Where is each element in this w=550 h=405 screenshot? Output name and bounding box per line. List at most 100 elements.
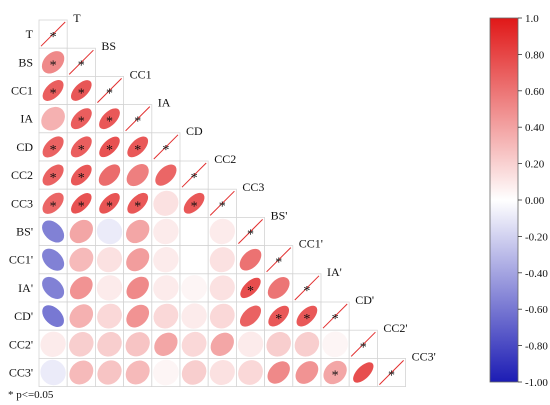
correlation-ellipse xyxy=(71,193,92,214)
significance-star: * xyxy=(134,199,141,214)
significance-star: * xyxy=(78,143,85,158)
significance-star: * xyxy=(332,312,339,327)
correlation-ellipse xyxy=(99,108,120,130)
significance-star: * xyxy=(78,199,85,214)
column-label: CC1 xyxy=(130,67,152,81)
significance-star: * xyxy=(106,143,113,158)
diagonal-line xyxy=(68,49,94,75)
correlation-ellipse xyxy=(295,361,319,384)
correlation-ellipse xyxy=(209,303,235,329)
correlation-ellipse xyxy=(183,192,205,214)
row-label: CD xyxy=(16,140,33,154)
significance-star: * xyxy=(50,171,57,186)
diagonal-line xyxy=(238,219,263,244)
correlation-ellipse xyxy=(237,331,264,357)
colorbar-tick-label: 0.00 xyxy=(525,195,545,207)
correlation-ellipse xyxy=(97,360,122,385)
correlation-ellipse xyxy=(125,332,150,357)
correlation-ellipse xyxy=(209,359,235,386)
column-label: CC1' xyxy=(299,237,323,251)
significance-star: * xyxy=(275,256,282,271)
significance-star: * xyxy=(78,171,85,186)
diagonal-line xyxy=(125,106,151,132)
correlation-ellipse xyxy=(181,275,207,301)
column-label: T xyxy=(73,11,81,25)
diagonal-line xyxy=(350,331,376,357)
column-label: IA' xyxy=(327,265,342,279)
correlation-ellipse xyxy=(127,136,149,158)
correlation-ellipse xyxy=(181,360,207,385)
row-label: BS' xyxy=(16,225,33,239)
colorbar-tick-label: 0.20 xyxy=(525,159,545,171)
correlation-ellipse xyxy=(40,331,66,357)
diagonal-line xyxy=(40,21,66,47)
correlation-ellipse xyxy=(240,277,261,299)
significance-star: * xyxy=(191,171,198,186)
correlation-ellipse xyxy=(70,164,92,186)
row-label: CC2' xyxy=(9,337,33,351)
correlation-ellipse xyxy=(42,276,65,299)
correlation-ellipse xyxy=(42,192,64,214)
column-label: BS xyxy=(101,39,116,53)
colorbar-tick-label: -0.60 xyxy=(525,304,548,316)
column-label: IA xyxy=(158,96,171,110)
correlation-ellipse xyxy=(69,332,94,357)
correlation-ellipse xyxy=(153,247,179,273)
correlation-ellipse xyxy=(70,80,92,101)
colorbar-tick-label: -0.20 xyxy=(525,231,548,243)
correlation-ellipse xyxy=(322,331,348,358)
correlation-ellipse xyxy=(153,190,179,216)
correlation-ellipse xyxy=(69,247,94,272)
colorbar-tick-label: 0.60 xyxy=(525,86,545,98)
row-label: CC1 xyxy=(11,84,33,98)
colorbar: 1.0 0.80 0.60 0.40 0.20 0.00 -0.20 -0.40 -0.60 -0… xyxy=(489,13,548,389)
correlation-ellipse xyxy=(209,247,235,273)
significance-star: * xyxy=(162,143,169,158)
significance-star: * xyxy=(360,340,367,355)
diagonal-line xyxy=(379,360,404,385)
correlation-ellipse xyxy=(42,164,64,186)
correlation-ellipse xyxy=(126,248,150,272)
significance-star: * xyxy=(191,199,198,214)
correlation-ellipse xyxy=(126,219,150,244)
correlation-ellipse xyxy=(127,192,149,214)
correlation-ellipse xyxy=(153,275,179,301)
diagonal-line xyxy=(266,247,292,273)
correlation-ellipse xyxy=(294,332,320,357)
significance-star: * xyxy=(106,115,113,130)
correlation-ellipse xyxy=(296,305,318,327)
row-label: CC1' xyxy=(9,253,33,267)
correlation-ellipse xyxy=(181,218,208,245)
correlation-ellipse xyxy=(40,359,66,386)
correlation-ellipse xyxy=(126,164,149,187)
significance-star: * xyxy=(106,199,113,214)
correlation-ellipse xyxy=(42,80,64,101)
correlation-ellipse xyxy=(69,219,93,244)
colorbar-gradient xyxy=(489,17,519,383)
correlation-ellipse xyxy=(323,360,347,385)
correlation-ellipse xyxy=(267,361,290,384)
correlation-ellipse xyxy=(41,106,65,131)
correlation-ellipse xyxy=(42,220,65,243)
correlation-ellipse xyxy=(70,136,92,158)
row-label: T xyxy=(26,27,34,41)
significance-star: * xyxy=(247,284,254,299)
significance-star: * xyxy=(78,115,85,130)
colorbar-tick-label: 0.80 xyxy=(525,49,545,61)
significance-star: * xyxy=(219,199,226,214)
significance-star: * xyxy=(50,87,57,102)
correlation-ellipse xyxy=(238,360,263,385)
significance-note: * p<=0.05 xyxy=(8,389,54,401)
correlation-ellipse xyxy=(98,164,121,186)
column-label: CC2' xyxy=(383,321,407,335)
correlation-ellipse xyxy=(42,248,65,271)
diagonal-line xyxy=(209,190,235,216)
correlation-ellipse xyxy=(266,332,291,357)
correlation-ellipse xyxy=(96,218,123,245)
correlation-ellipse xyxy=(181,303,207,329)
diagonal-line xyxy=(153,134,179,160)
correlation-ellipse xyxy=(69,276,93,300)
colorbar-tick-label: 0.40 xyxy=(525,122,545,134)
correlation-ellipse xyxy=(353,362,374,383)
colorbar-tick-label: 1.0 xyxy=(525,13,539,25)
